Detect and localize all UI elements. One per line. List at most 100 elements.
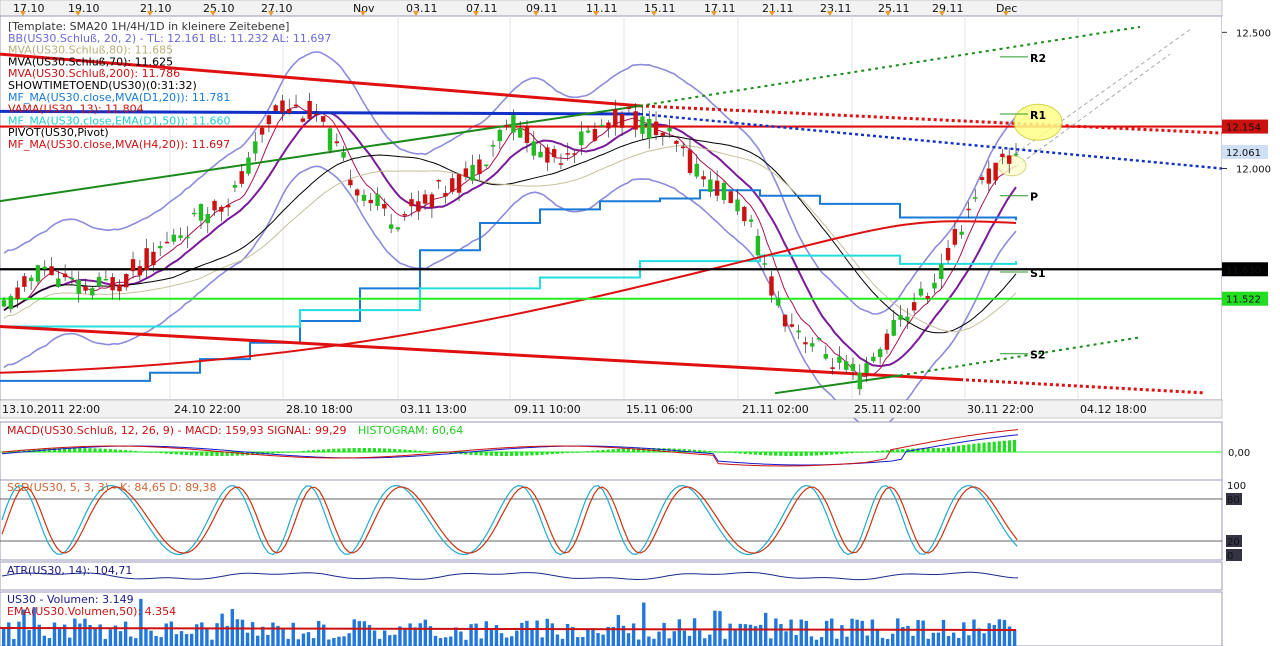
volume-bar bbox=[73, 618, 77, 646]
candle-body bbox=[973, 197, 978, 199]
candle-body bbox=[470, 164, 475, 181]
candle-body bbox=[341, 152, 346, 158]
atr-indicator bbox=[1, 571, 1019, 581]
macd-histogram-bar bbox=[215, 452, 219, 456]
candle-body bbox=[932, 282, 937, 289]
volume-bar bbox=[946, 636, 951, 646]
macd-histogram-bar bbox=[891, 449, 895, 452]
r1-highlight-circle bbox=[1013, 103, 1063, 141]
macd-histogram-bar bbox=[129, 450, 133, 452]
candle-body bbox=[382, 203, 387, 209]
candle-body bbox=[708, 179, 713, 192]
macd-histogram-bar bbox=[408, 449, 412, 452]
macd-histogram-bar bbox=[357, 448, 361, 452]
macd-panel bbox=[0, 421, 1223, 481]
macd-histogram-bar bbox=[570, 452, 575, 453]
price-panel-lines bbox=[0, 16, 1223, 430]
volume-bar bbox=[596, 633, 600, 646]
macd-histogram-bar bbox=[982, 442, 986, 452]
top-date-marker bbox=[75, 11, 81, 16]
top-date-marker bbox=[20, 11, 26, 16]
bottom-date-label: 28.10 18:00 bbox=[286, 403, 353, 416]
volume-bar bbox=[418, 623, 422, 646]
candle-body bbox=[28, 277, 34, 282]
macd-histogram-bar bbox=[794, 452, 798, 456]
mva70-line bbox=[3, 135, 1017, 334]
macd-histogram-bar bbox=[972, 443, 976, 452]
volume-bar bbox=[281, 628, 285, 646]
price-tick-label: 12.000 bbox=[1236, 165, 1271, 176]
candle-body bbox=[185, 236, 190, 239]
macd-histogram-bar bbox=[758, 452, 763, 455]
macd-histogram-bar bbox=[347, 448, 351, 452]
macd-histogram-bar bbox=[210, 452, 214, 456]
volume-bar bbox=[271, 622, 275, 646]
macd-histogram-bar bbox=[169, 452, 173, 455]
macd-histogram-bar bbox=[311, 450, 316, 452]
macd-histogram-bar bbox=[281, 452, 285, 453]
macd-histogram-bar bbox=[139, 451, 143, 453]
top-date-label: 07.11 bbox=[466, 2, 498, 15]
volume-bar bbox=[413, 627, 417, 646]
red-trendline-lower-ext bbox=[959, 378, 1206, 395]
macd-histogram-bar bbox=[134, 450, 138, 452]
volume-bar bbox=[891, 633, 895, 646]
atr-panel bbox=[0, 561, 1223, 591]
volume-bar bbox=[774, 618, 778, 646]
macd-histogram-bar bbox=[840, 452, 844, 454]
macd-histogram-bar bbox=[957, 445, 961, 452]
volume-bar bbox=[149, 630, 153, 646]
volume-bar bbox=[469, 624, 473, 646]
volume-bar bbox=[377, 638, 382, 646]
volume-bar bbox=[286, 638, 290, 646]
candle-body bbox=[402, 214, 407, 216]
volume-bar bbox=[733, 629, 737, 646]
top-date-marker bbox=[473, 11, 479, 16]
volume-bar bbox=[1002, 619, 1007, 646]
volume-bar bbox=[484, 621, 488, 646]
macd-histogram-bar bbox=[738, 452, 742, 454]
volume-bar bbox=[316, 620, 321, 646]
volume-bar bbox=[88, 625, 92, 646]
ssd-level-tag bbox=[1226, 549, 1242, 561]
candle-body bbox=[680, 146, 686, 149]
volume-bar bbox=[342, 636, 346, 646]
candle-body bbox=[721, 182, 727, 201]
top-date-marker bbox=[651, 11, 657, 16]
volume-bar bbox=[154, 635, 158, 646]
volume-bar bbox=[850, 618, 854, 646]
macd-histogram-bar bbox=[372, 448, 377, 452]
volume-bar bbox=[332, 637, 336, 646]
macd-histogram-bar bbox=[814, 452, 818, 456]
volume-bar bbox=[83, 618, 87, 646]
macd-histogram-bar bbox=[586, 451, 590, 452]
macd-histogram-bar bbox=[433, 452, 437, 453]
volume-bar bbox=[189, 633, 194, 646]
volume-bar bbox=[205, 628, 209, 646]
macd-histogram-bar bbox=[195, 452, 199, 456]
volume-bar bbox=[601, 634, 605, 646]
macd-line bbox=[1, 429, 1019, 467]
macd-histogram-bar bbox=[591, 450, 595, 452]
candle-body bbox=[164, 241, 170, 244]
candle-body bbox=[484, 164, 489, 167]
volume-bar bbox=[347, 633, 351, 646]
candle-body bbox=[905, 316, 910, 321]
macd-histogram-bar bbox=[896, 449, 900, 452]
volume-bar bbox=[997, 619, 1002, 646]
bottom-date-label: 24.10 22:00 bbox=[174, 403, 241, 416]
candle-body bbox=[1, 300, 7, 307]
volume-bar bbox=[962, 622, 966, 646]
bottom-date-label: 03.11 13:00 bbox=[400, 403, 467, 416]
macd-histogram-bar bbox=[123, 450, 128, 452]
volume-bar bbox=[931, 632, 936, 646]
candle-body bbox=[158, 246, 163, 249]
candle-body bbox=[35, 265, 41, 282]
macd-histogram-bar bbox=[530, 452, 534, 456]
volume-bar bbox=[677, 619, 682, 646]
candle-body bbox=[436, 179, 441, 182]
macd-histogram-bar bbox=[504, 452, 509, 456]
candle-body bbox=[517, 127, 523, 138]
volume-bar bbox=[68, 637, 72, 646]
volume-bar bbox=[383, 630, 387, 646]
